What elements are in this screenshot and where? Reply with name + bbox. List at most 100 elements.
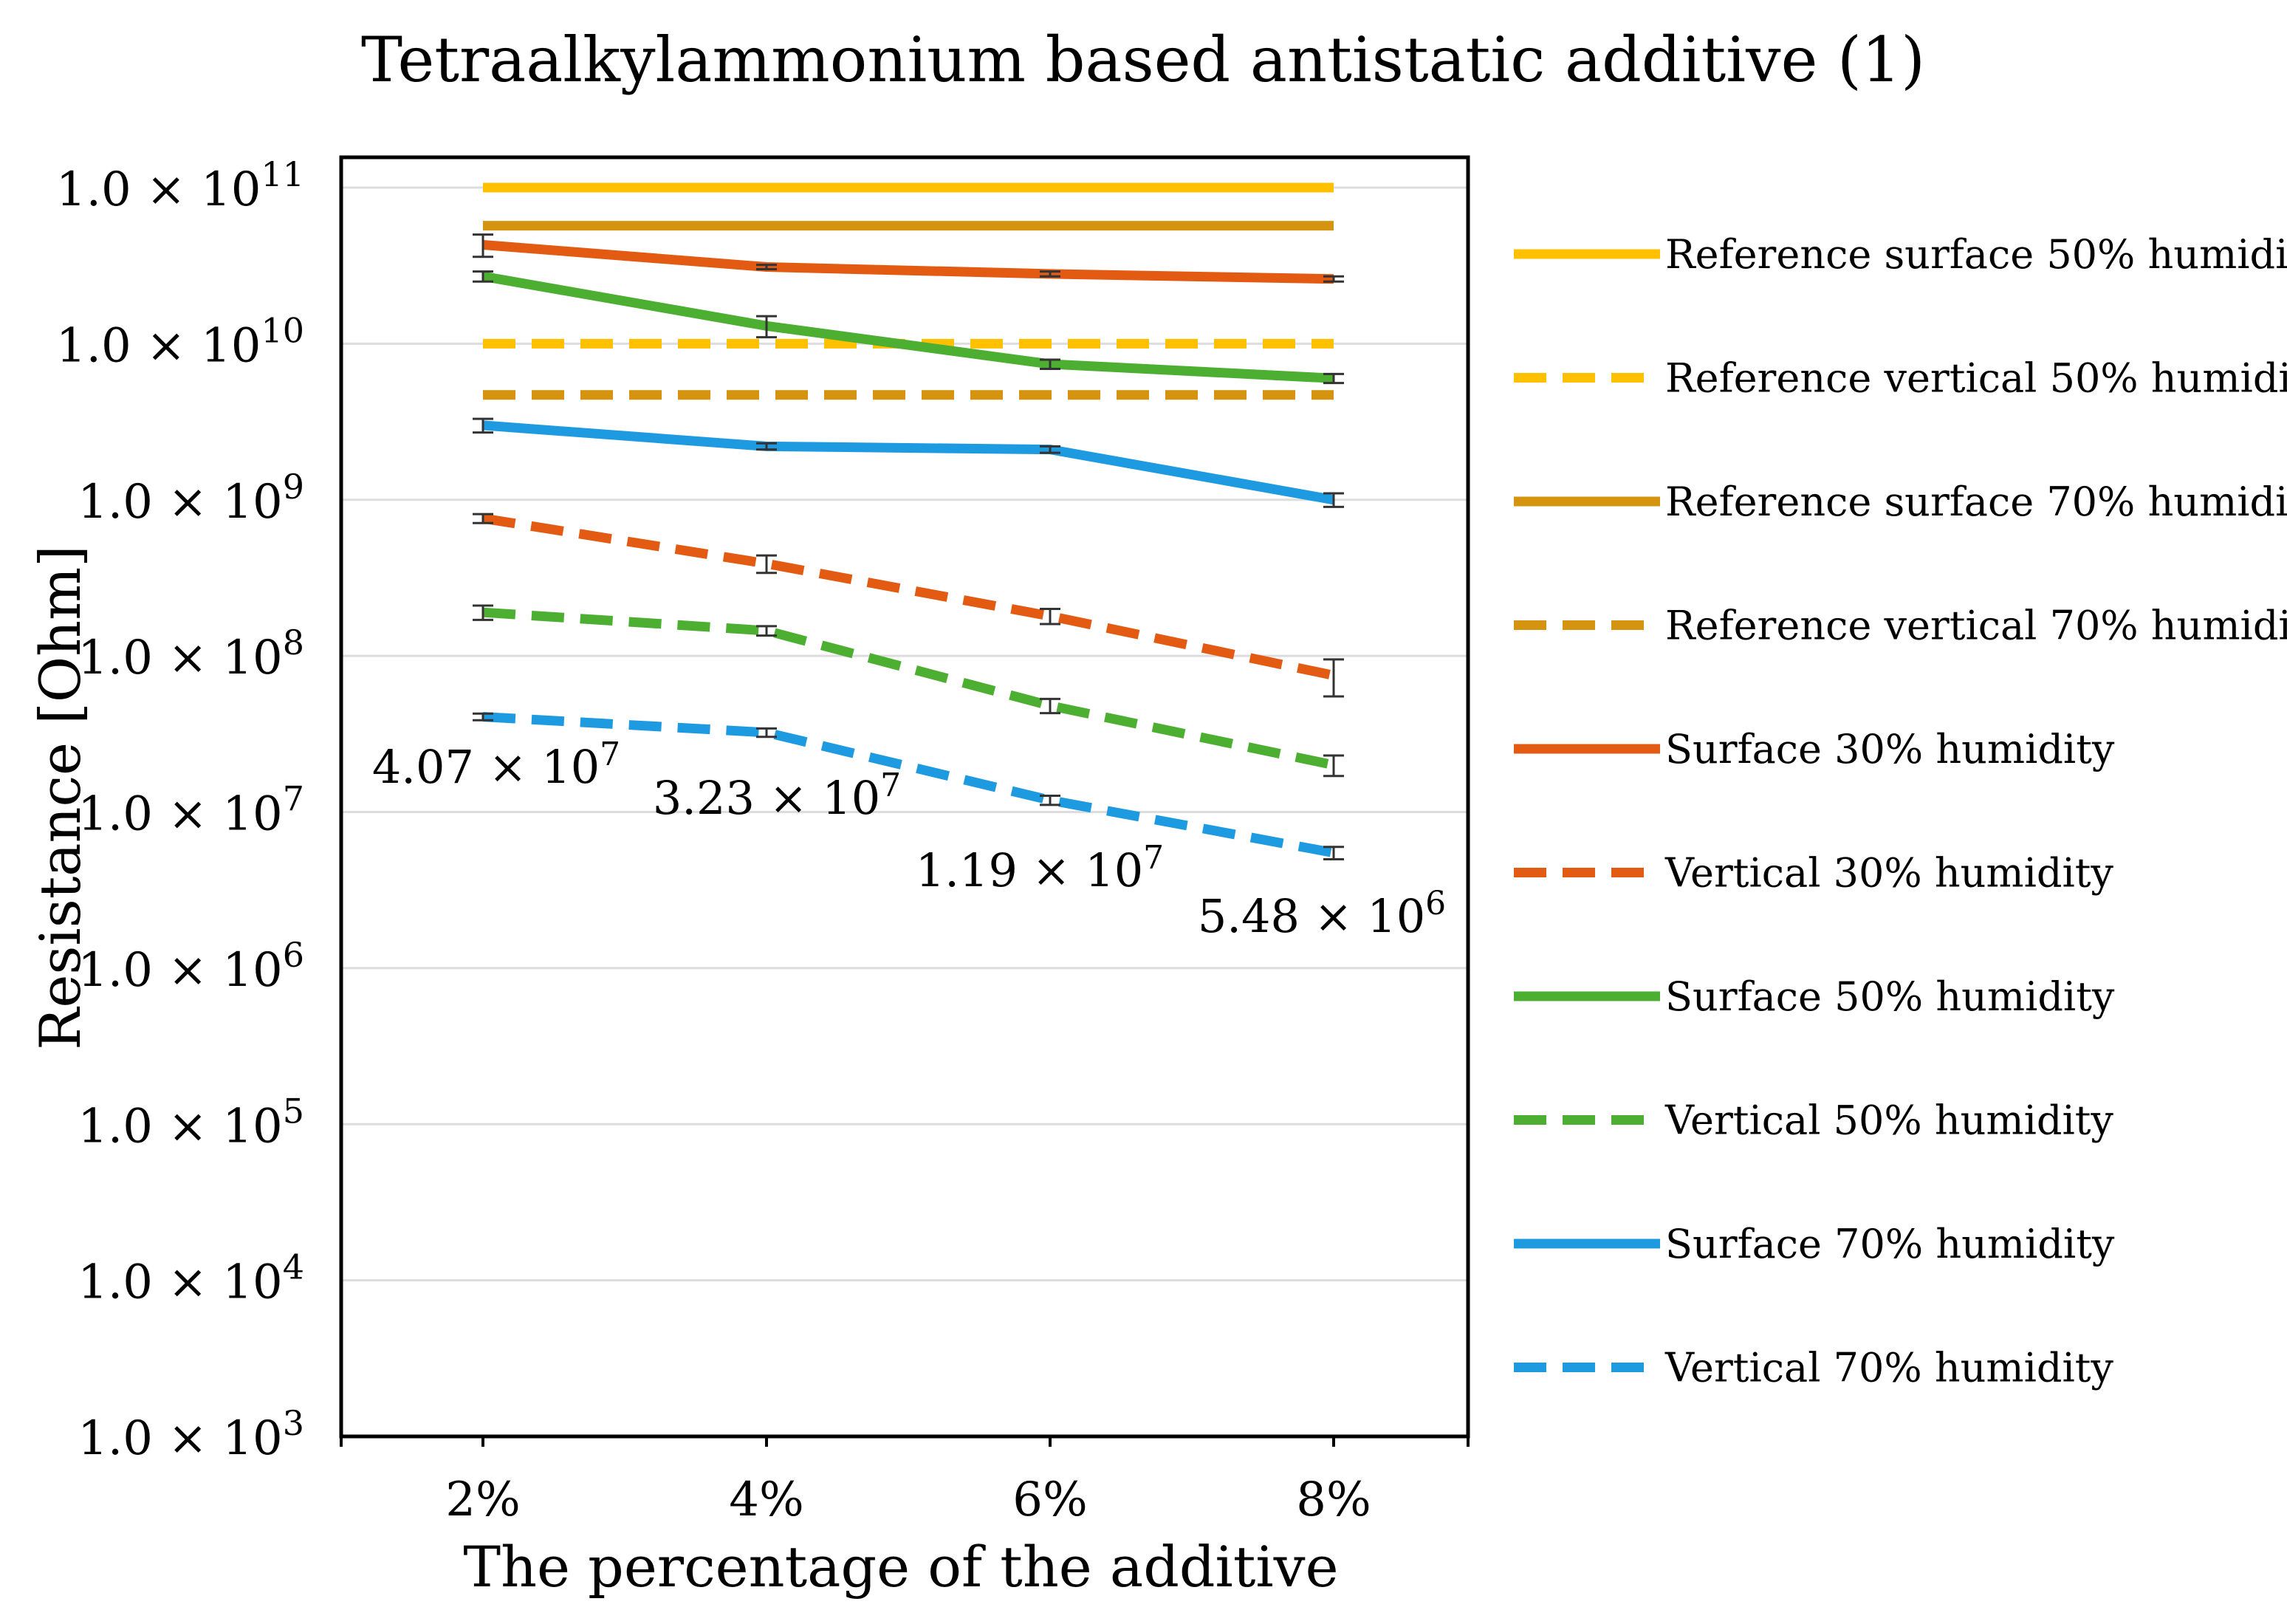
annotation-mantissa: 3.23 × 10 [653,771,880,825]
annotation-exponent: 7 [1143,839,1164,877]
series-line [481,513,1335,680]
annotation-exponent: 7 [600,736,620,773]
legend-item: Vertical 50% humidity [1514,1097,2113,1144]
y-tick-exponent: 6 [283,935,304,975]
error-bar [1040,795,1060,806]
legend-label: Reference surface 70% humidity [1665,479,2287,525]
error-bar [1040,607,1060,626]
error-bar [1323,754,1344,778]
series-line [482,420,1335,505]
legend-label: Vertical 50% humidity [1664,1097,2113,1144]
annotation-mantissa: 4.07 × 10 [372,740,600,794]
error-bar [1040,358,1060,370]
y-tick-label: 1.0 × 105 [78,1091,304,1154]
y-tick-label: 1.0 × 104 [78,1247,304,1310]
y-tick-exponent: 3 [283,1403,304,1443]
y-tick-exponent: 9 [283,467,304,507]
error-bar [1040,445,1060,454]
error-bar [1323,372,1344,385]
error-bar [1040,697,1060,715]
legend-item: Vertical 30% humidity [1514,850,2113,897]
legend-label: Reference vertical 50% humidity [1665,355,2287,402]
x-tick-label: 6% [1012,1473,1088,1527]
y-tick-label: 1.0 × 108 [78,623,304,685]
error-bars [473,233,1344,860]
error-bar [756,442,777,451]
y-tick-mantissa: 1.0 × 10 [78,475,283,530]
legend-item: Surface 70% humidity [1514,1221,2115,1267]
annotation-mantissa: 1.19 × 10 [916,843,1143,897]
legend-item: Reference vertical 70% humidity [1514,603,2287,649]
legend-label: Surface 50% humidity [1665,973,2115,1020]
legend-label: Vertical 30% humidity [1664,850,2113,897]
chart-title: Tetraalkylammonium based antistatic addi… [361,24,1925,96]
x-tick-label: 4% [729,1473,804,1527]
y-tick-exponent: 8 [283,623,304,662]
legend-item: Surface 30% humidity [1514,726,2115,772]
series-line [482,240,1334,284]
y-tick-mantissa: 1.0 × 10 [78,1099,283,1154]
value-annotation: 4.07 × 107 [372,736,620,794]
y-tick-mantissa: 1.0 × 10 [78,1411,283,1466]
grid-lines [341,186,1468,1282]
error-bar [1323,846,1344,860]
legend-item: Vertical 70% humidity [1514,1345,2113,1391]
error-bar [473,513,493,524]
y-axis-label: Resistance [Ohm] [27,545,93,1050]
y-tick-exponent: 11 [261,154,304,194]
x-tick-label: 2% [445,1473,521,1527]
legend-item: Reference surface 50% humidity [1514,231,2287,278]
legend-item: Surface 50% humidity [1514,973,2115,1020]
y-tick-label: 1.0 × 1010 [56,310,304,373]
value-annotation: 3.23 × 107 [653,767,901,825]
error-bar [756,727,777,739]
x-tick-label: 8% [1296,1473,1371,1527]
x-axis-ticks: 2% 4% 6% 8% [340,1436,1470,1527]
legend-item: Reference surface 70% humidity [1514,479,2287,525]
legend-label: Vertical 70% humidity [1664,1345,2113,1391]
annotation-exponent: 6 [1425,885,1446,922]
y-tick-mantissa: 1.0 × 10 [78,1255,283,1310]
error-bar [756,264,777,271]
annotation-mantissa: 5.48 × 10 [1198,889,1425,943]
y-tick-mantissa: 1.0 × 10 [78,787,283,842]
series-lines [481,182,1335,858]
y-tick-exponent: 10 [261,310,304,350]
error-bar [1323,658,1344,698]
y-tick-label: 1.0 × 106 [78,935,304,998]
y-tick-exponent: 7 [283,779,304,819]
y-tick-exponent: 4 [283,1247,304,1287]
y-tick-label: 1.0 × 107 [78,779,304,842]
y-tick-mantissa: 1.0 × 10 [78,943,283,998]
annotation-exponent: 7 [880,767,901,804]
y-tick-mantissa: 1.0 × 10 [56,318,261,373]
legend-label: Reference surface 50% humidity [1665,231,2287,278]
error-bar [473,604,493,621]
legend-label: Surface 70% humidity [1665,1221,2115,1267]
error-bar [473,270,493,283]
error-bar [756,625,777,637]
error-bar [1323,492,1344,508]
series-line [481,271,1334,383]
error-bar [473,417,493,434]
error-bar [1040,270,1060,278]
legend-label: Surface 30% humidity [1665,726,2115,772]
error-bar [473,233,493,258]
legend-label: Reference vertical 70% humidity [1665,603,2287,649]
value-annotation: 5.48 × 106 [1198,885,1446,943]
y-tick-mantissa: 1.0 × 10 [78,631,283,685]
y-tick-label: 1.0 × 1011 [56,154,304,217]
plot-frame [339,155,1470,1439]
y-tick-label: 1.0 × 109 [78,467,304,530]
legend: Reference surface 50% humidity Reference … [1514,231,2287,1391]
x-axis-label: The percentage of the additive [463,1534,1338,1600]
value-annotation: 1.19 × 107 [916,839,1164,897]
error-bar [1323,275,1344,283]
y-tick-exponent: 5 [283,1091,304,1131]
y-tick-label: 1.0 × 103 [78,1403,304,1466]
error-bar [473,712,493,722]
error-bar [756,554,777,575]
